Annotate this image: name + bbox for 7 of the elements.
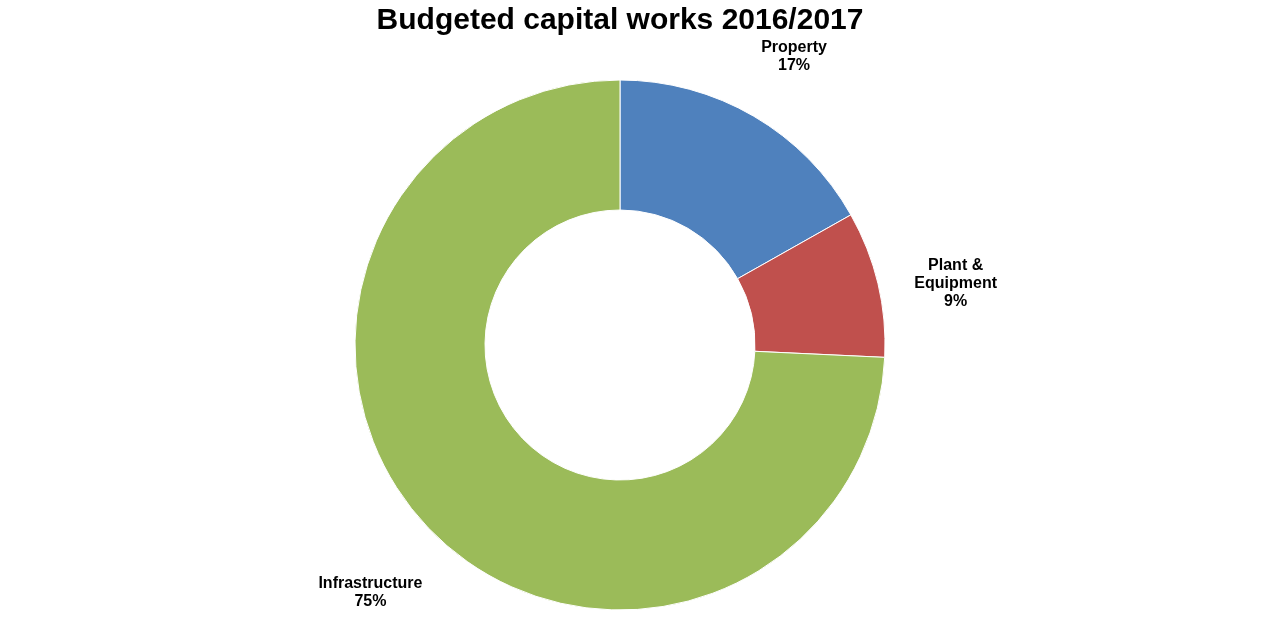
data-label: 75% (354, 592, 387, 610)
data-label: 17% (778, 56, 811, 74)
slice-label: Plant & Equipment (914, 256, 998, 292)
data-label: 9% (944, 292, 968, 310)
slice-label: Infrastructure (318, 574, 423, 592)
chart-title: Budgeted capital works 2016/2017 (376, 2, 864, 36)
slice-label: Property (761, 38, 828, 56)
